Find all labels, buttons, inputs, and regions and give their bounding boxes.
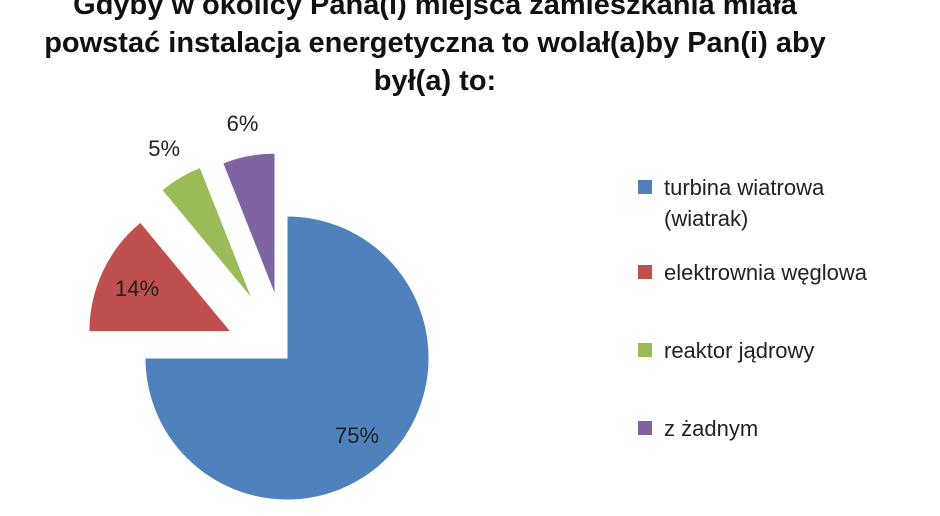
legend-swatch-reaktor (638, 343, 652, 357)
legend-label-reaktor: reaktor jądrowy (664, 338, 815, 363)
legend-swatch-elektrownia (638, 265, 652, 279)
legend-label-turbina-line1: turbina wiatrowa (664, 175, 825, 200)
pie-slice-elektrownia (88, 221, 232, 333)
pie-slice-reaktor (161, 166, 253, 300)
pie-slice-zadnym (222, 152, 276, 296)
title-line-3: był(a) to: (373, 65, 497, 97)
legend-label-zadnym: z żadnym (664, 416, 759, 441)
slice-label-turbina: 75% (335, 423, 379, 448)
title-line-2: powstać instalacja energetyczna to wolał… (44, 27, 826, 59)
legend-item-reaktor: reaktor jądrowy (638, 335, 928, 366)
title-line-1: Gdyby w okolicy Pana(i) miejsca zamieszk… (73, 0, 797, 21)
legend-label-turbina-line2: (wiatrak) (664, 206, 749, 231)
legend-label-elektrownia: elektrownia węglowa (664, 260, 867, 285)
legend-item-zadnym: z żadnym (638, 413, 928, 444)
legend-item-turbina: turbina wiatrowa (wiatrak) (638, 172, 928, 234)
legend-swatch-zadnym (638, 421, 652, 435)
legend-swatch-turbina (638, 180, 652, 194)
chart-title: Gdyby w okolicy Pana(i) miejsca zamieszk… (0, 0, 870, 100)
slice-label-reaktor: 5% (148, 136, 180, 161)
slice-label-zadnym: 6% (227, 111, 259, 136)
pie-slice-turbina (144, 215, 430, 501)
slice-label-elektrownia: 14% (115, 276, 159, 301)
legend-item-elektrownia: elektrownia węglowa (638, 257, 928, 288)
legend: turbina wiatrowa (wiatrak) elektrownia w… (638, 172, 928, 444)
